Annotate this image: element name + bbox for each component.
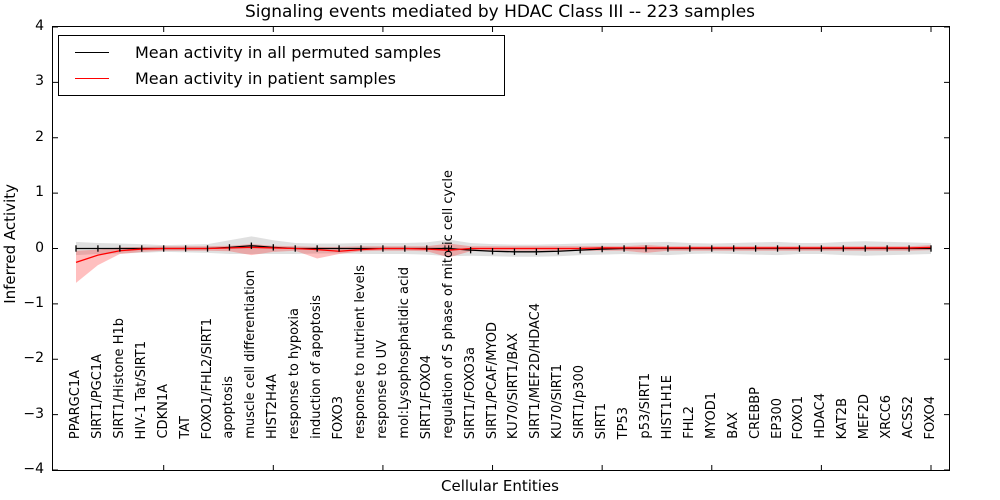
x-category-label: XRCC6: [879, 395, 895, 439]
y-tick-label: −4: [23, 461, 44, 477]
x-category-label: SIRT1/FOXO3a: [462, 346, 478, 439]
legend: Mean activity in all permuted samples Me…: [58, 35, 505, 96]
x-category-label: FHL2: [681, 406, 697, 439]
x-category-label: SIRT1/p300: [572, 365, 588, 439]
x-category-label: FOXO3: [331, 395, 347, 439]
x-category-label: regulation of S phase of mitotic cell cy…: [440, 170, 456, 439]
legend-item-patient: Mean activity in patient samples: [75, 69, 504, 88]
x-category-label: BAX: [725, 412, 741, 439]
y-tick-label: 0: [35, 239, 44, 256]
x-category-label: KAT2B: [835, 397, 851, 439]
y-tick-label: 1: [35, 184, 44, 201]
x-category-label: muscle cell differentiation: [243, 270, 259, 439]
y-tick-label: 2: [35, 128, 44, 145]
x-category-label: HIST2H4A: [265, 373, 281, 439]
x-category-label: HDAC4: [813, 393, 829, 439]
x-category-label: HIV-1 Tat/SIRT1: [133, 340, 149, 439]
x-category-label: response to UV: [374, 340, 390, 439]
permuted-line-swatch: [75, 52, 109, 54]
x-category-label: TP53: [616, 406, 632, 439]
legend-label-permuted: Mean activity in all permuted samples: [135, 43, 442, 63]
x-category-label: EP300: [769, 398, 785, 439]
x-category-label: SIRT1/PCAF/MYOD: [484, 321, 500, 439]
x-category-label: KU70/SIRT1/BAX: [506, 332, 522, 439]
x-category-label: mol:Lysophosphatidic acid: [396, 267, 412, 439]
x-category-label: SIRT1/FOXO4: [418, 354, 434, 439]
legend-label-patient: Mean activity in patient samples: [135, 68, 396, 88]
x-category-label: ACSS2: [901, 396, 917, 439]
x-category-label: TAT: [177, 416, 193, 439]
plot-area: PPARGC1A SIRT1/PGC1A SIRT1/Histone H1b HIV-…: [52, 26, 950, 471]
y-tick-label: −2: [23, 350, 44, 367]
x-category-label: response to nutrient levels: [353, 264, 368, 439]
patient-line-swatch: [75, 77, 109, 79]
x-category-label: p53/SIRT1: [638, 373, 653, 439]
chart-canvas: [53, 27, 949, 470]
x-category-label: CREBBP: [747, 387, 763, 439]
x-category-label: KU70/SIRT1: [550, 364, 566, 439]
y-tick-label: 4: [35, 18, 44, 34]
x-category-label: FOXO1: [791, 395, 807, 439]
x-category-label: SIRT1/MEF2D/HDAC4: [528, 303, 544, 439]
y-tick-label: −1: [23, 294, 44, 311]
x-category-label: SIRT1/PGC1A: [89, 354, 105, 439]
x-category-label: HIST1H1E: [659, 374, 675, 439]
x-category-label: SIRT1: [594, 402, 610, 439]
x-category-label: apoptosis: [221, 376, 237, 439]
x-category-label: CDKN1A: [155, 384, 171, 439]
y-tick-label: 3: [35, 73, 44, 90]
x-axis-label: Cellular Entities: [441, 477, 559, 495]
chart-title: Signaling events mediated by HDAC Class …: [244, 2, 756, 22]
x-category-label: FOXO1/FHL2/SIRT1: [199, 317, 215, 439]
x-category-label: MYOD1: [703, 392, 719, 439]
y-tick-label: −3: [23, 405, 44, 422]
legend-item-permuted: Mean activity in all permuted samples: [75, 43, 504, 62]
x-category-label: MEF2D: [857, 393, 873, 439]
x-category-label: SIRT1/Histone H1b: [111, 318, 127, 439]
x-category-label: induction of apoptosis: [309, 295, 325, 439]
x-category-label: FOXO4: [923, 395, 938, 439]
x-category-label: response to hypoxia: [287, 307, 303, 439]
x-category-label: PPARGC1A: [68, 369, 83, 439]
